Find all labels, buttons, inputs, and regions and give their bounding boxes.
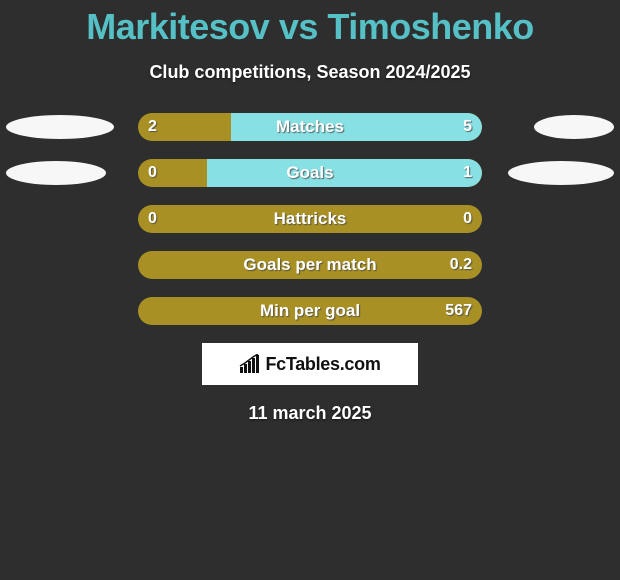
stat-bar-right [207,159,482,187]
page-title: Markitesov vs Timoshenko [0,0,620,48]
player-marker-right [534,115,614,139]
page-root: Markitesov vs Timoshenko Club competitio… [0,0,620,580]
stat-value-right: 0 [463,205,472,233]
stat-row: Goals per match0.2 [0,251,620,279]
stat-value-right: 567 [445,297,472,325]
stat-value-right: 0.2 [450,251,472,279]
stat-bar: Goals per match0.2 [138,251,482,279]
date-line: 11 march 2025 [0,403,620,424]
brand-badge: FcTables.com [202,343,418,385]
stat-value-left: 2 [148,113,157,141]
player-marker-left [6,161,106,185]
stat-row: Hattricks0 0 [0,205,620,233]
stat-label: Goals per match [138,251,482,279]
player-marker-right [508,161,614,185]
stat-value-left: 0 [148,159,157,187]
player-marker-left [6,115,114,139]
stat-bar: Min per goal567 [138,297,482,325]
stat-row: Min per goal567 [0,297,620,325]
stat-label: Min per goal [138,297,482,325]
stat-label: Hattricks [138,205,482,233]
page-subtitle: Club competitions, Season 2024/2025 [0,62,620,83]
stat-bar: Goals01 [138,159,482,187]
bars-icon [239,354,261,374]
stat-bar-right [231,113,482,141]
stat-bar: Matches25 [138,113,482,141]
stat-bar: Hattricks0 0 [138,205,482,233]
stat-value-left: 0 [148,205,157,233]
stat-row: Matches25 [0,113,620,141]
stat-row: Goals01 [0,159,620,187]
comparison-chart: Matches25Goals01Hattricks00Goals per mat… [0,113,620,325]
brand-text: FcTables.com [265,354,380,375]
